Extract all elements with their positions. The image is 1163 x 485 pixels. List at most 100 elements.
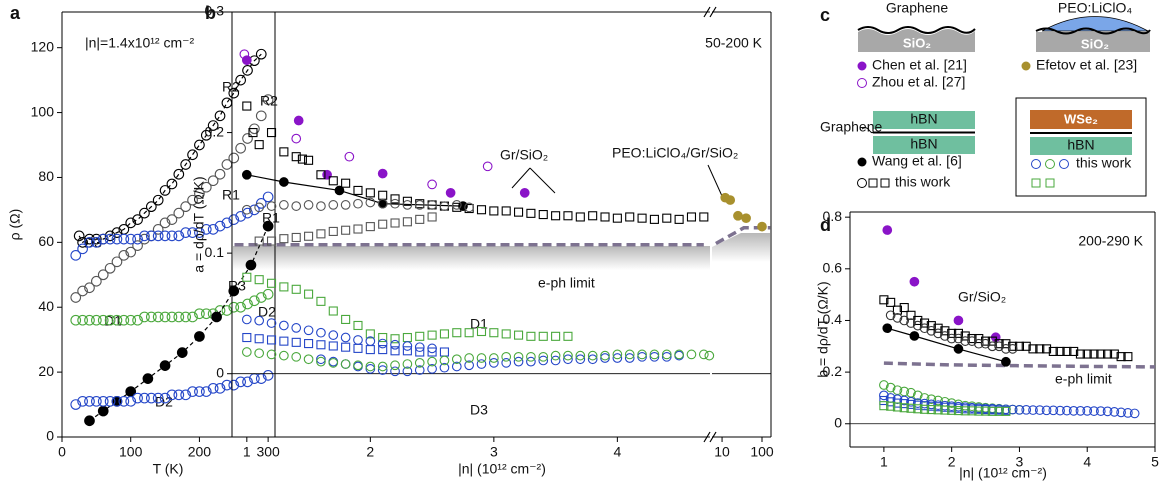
data-point xyxy=(242,133,253,144)
panel-label: a xyxy=(10,3,21,23)
data-point xyxy=(132,314,143,326)
y-tick-label: 0 xyxy=(216,364,224,380)
x-tick-label: 4 xyxy=(1083,454,1091,470)
data-point xyxy=(228,379,240,391)
y-tick-label: 100 xyxy=(31,103,55,119)
data-point xyxy=(476,353,487,363)
data-point xyxy=(1123,352,1133,362)
data-point xyxy=(390,339,400,350)
data-point xyxy=(187,227,198,238)
data-point xyxy=(538,331,548,341)
data-point xyxy=(637,349,647,360)
data-point xyxy=(166,178,178,190)
data-point xyxy=(91,236,102,248)
data-point xyxy=(551,331,561,341)
data-point xyxy=(1123,408,1133,418)
data-point xyxy=(886,297,896,307)
data-point xyxy=(316,170,326,180)
data-point xyxy=(981,406,991,416)
data-point xyxy=(293,115,304,126)
shading xyxy=(712,233,770,262)
data-point xyxy=(97,233,109,245)
data-point xyxy=(974,406,984,416)
data-point xyxy=(587,350,598,361)
data-point xyxy=(254,315,265,326)
data-point xyxy=(390,334,400,344)
data-point xyxy=(77,314,88,326)
data-point xyxy=(390,346,400,356)
y-tick-label: 0.2 xyxy=(823,363,843,379)
data-point xyxy=(328,176,338,186)
data-point xyxy=(235,74,246,86)
substrate xyxy=(858,29,975,52)
x-tick-label: 1 xyxy=(243,444,251,460)
data-point xyxy=(882,323,893,334)
data-point xyxy=(132,392,143,404)
data-point xyxy=(662,213,672,223)
data-point xyxy=(912,390,923,401)
data-point xyxy=(741,213,751,224)
legend-marker xyxy=(857,157,867,167)
data-point xyxy=(953,344,964,354)
data-point xyxy=(1062,405,1072,416)
data-point xyxy=(279,336,289,346)
legend-marker xyxy=(880,178,890,188)
data-point xyxy=(187,194,198,206)
data-point xyxy=(235,142,246,154)
data-point xyxy=(194,386,205,397)
data-point xyxy=(1021,404,1032,415)
legend-label: Wang et al. [6] xyxy=(872,153,962,169)
x-tick-label: 0 xyxy=(58,444,66,460)
data-point xyxy=(451,361,462,372)
data-point xyxy=(513,356,524,367)
data-point xyxy=(262,94,274,105)
data-point xyxy=(909,276,920,287)
legend-marker xyxy=(857,78,867,88)
data-point xyxy=(77,236,88,248)
data-point xyxy=(940,331,950,341)
data-point xyxy=(207,382,219,394)
label: SiO₂ xyxy=(903,35,931,50)
chart-panel: 1 2 3 4 5 0 0.2 0.4 0.6 0.8d |n| (10¹² cm⁻²) b = dρ… xyxy=(815,208,1159,481)
data-point xyxy=(402,366,413,377)
legend-marker xyxy=(868,178,878,188)
y-tick-label: 0.8 xyxy=(823,208,843,224)
data-point xyxy=(624,353,635,363)
data-point xyxy=(214,110,226,122)
y-tick-label: 120 xyxy=(31,38,55,54)
data-point xyxy=(439,201,450,211)
data-point xyxy=(378,219,388,229)
data-point xyxy=(402,196,412,206)
data-point xyxy=(291,133,302,144)
pointer xyxy=(529,167,556,194)
data-point xyxy=(879,380,889,390)
data-point xyxy=(612,349,623,360)
data-point xyxy=(291,284,301,294)
data-point xyxy=(316,296,326,306)
data-point xyxy=(879,295,889,305)
data-point xyxy=(266,128,277,138)
data-point xyxy=(1042,344,1052,354)
data-point xyxy=(255,110,267,122)
data-point xyxy=(84,395,95,407)
data-point xyxy=(139,311,150,323)
data-point xyxy=(920,318,930,328)
data-point xyxy=(266,318,277,328)
data-point xyxy=(414,342,425,353)
data-point xyxy=(139,392,150,404)
data-point xyxy=(139,233,150,245)
data-point xyxy=(341,225,351,235)
legend-marker xyxy=(1021,61,1031,71)
data-point xyxy=(173,207,185,219)
data-point xyxy=(152,311,164,323)
annotation: e-ph limit xyxy=(1055,371,1112,387)
data-point xyxy=(624,349,635,360)
data-point xyxy=(415,214,425,224)
data-point xyxy=(885,310,896,321)
data-point xyxy=(402,346,412,356)
data-point xyxy=(377,198,388,209)
data-point xyxy=(414,358,425,368)
data-point xyxy=(899,315,910,326)
data-point xyxy=(262,370,274,381)
data-point xyxy=(353,335,363,345)
